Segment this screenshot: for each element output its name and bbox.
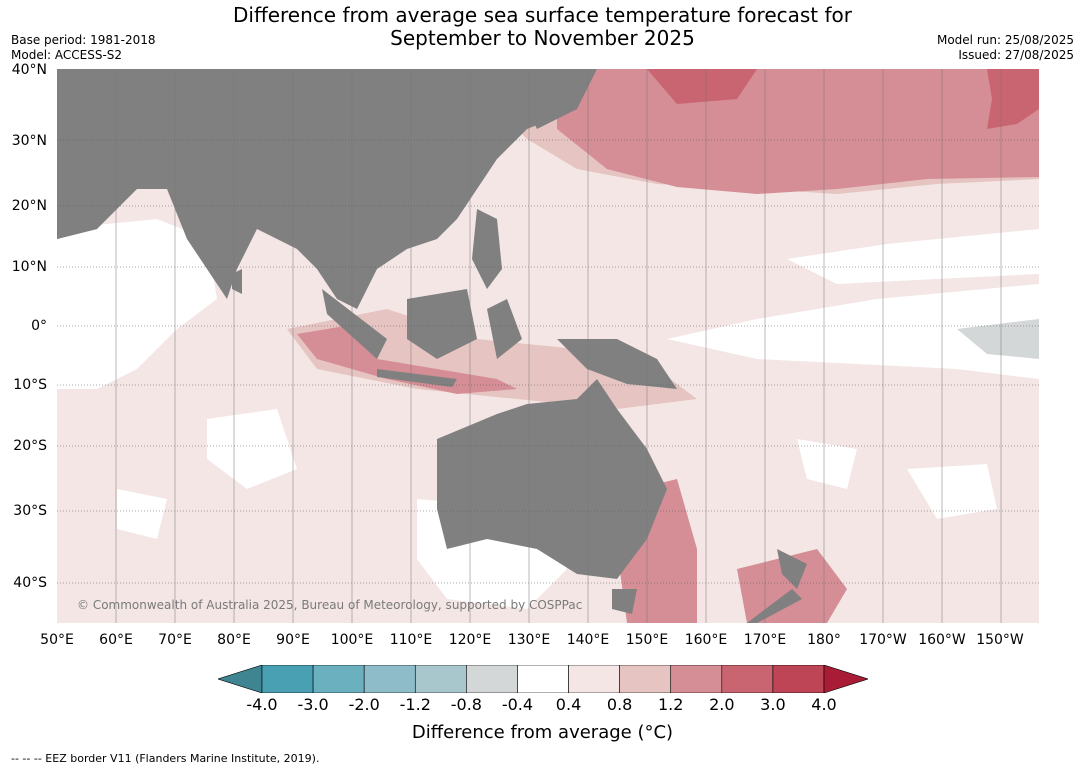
lon-tick-70e: 70°E bbox=[158, 632, 192, 648]
land-australia bbox=[437, 379, 667, 579]
colorbar-segment bbox=[414, 664, 467, 694]
land-masses bbox=[57, 69, 807, 623]
lon-tick-150w: 150°W bbox=[976, 632, 1024, 648]
land-japan bbox=[517, 79, 577, 129]
issued-date: Issued: 27/08/2025 bbox=[958, 48, 1074, 62]
anomaly-band-indian-white bbox=[57, 219, 217, 389]
colorbar-tick-label: 0.8 bbox=[606, 695, 633, 714]
colorbar-title: Difference from average (°C) bbox=[411, 722, 674, 743]
lon-tick-60e: 60°E bbox=[99, 632, 133, 648]
lat-tick-10n: 10°N bbox=[11, 259, 47, 275]
colorbar-tick-label: 0.4 bbox=[555, 695, 582, 714]
colorbar-segment bbox=[312, 664, 365, 694]
lon-tick-160w: 160°W bbox=[918, 632, 966, 648]
colorbar-segment bbox=[363, 664, 416, 694]
lon-tick-160e: 160°E bbox=[684, 632, 728, 648]
land-asia bbox=[57, 69, 597, 309]
eez-footnote: -- -- -- EEZ border V11 (Flanders Marine… bbox=[11, 752, 320, 765]
lat-tick-10s: 10°S bbox=[13, 377, 47, 393]
base-period: Base period: 1981-2018 bbox=[11, 33, 156, 47]
meta-left: Base period: 1981-2018 Model: ACCESS-S2 bbox=[11, 33, 156, 63]
model-run: Model run: 25/08/2025 bbox=[936, 33, 1074, 47]
anomaly-band-southeast-white bbox=[797, 439, 997, 519]
meridians bbox=[115, 69, 1002, 623]
colorbar-segment bbox=[517, 664, 569, 694]
sst-anomaly-map bbox=[57, 69, 1039, 623]
colorbar-segment bbox=[568, 664, 620, 694]
anomaly-band-equatorial-tongue bbox=[667, 284, 1039, 379]
colorbar-extend-low bbox=[217, 664, 263, 694]
colorbar-tick-label: 2.0 bbox=[709, 695, 735, 714]
lon-tick-170w: 170°W bbox=[859, 632, 907, 648]
colorbar bbox=[217, 664, 869, 694]
colorbar-tick-label: -0.4 bbox=[501, 695, 534, 714]
land-philippines bbox=[472, 209, 502, 289]
lat-tick-30n: 30°N bbox=[11, 133, 47, 149]
title-line-1: Difference from average sea surface temp… bbox=[232, 3, 852, 27]
lon-tick-100e: 100°E bbox=[330, 632, 374, 648]
land-new-zealand-south bbox=[747, 589, 802, 623]
colorbar-tick-label: 1.2 bbox=[657, 695, 684, 714]
lon-tick-50e: 50°E bbox=[40, 632, 74, 648]
lon-tick-90e: 90°E bbox=[276, 632, 310, 648]
anomaly-band-north-pacific-max bbox=[647, 69, 1039, 129]
colorbar-segment bbox=[619, 664, 672, 694]
lon-tick-120e: 120°E bbox=[448, 632, 492, 648]
model-name: Model: ACCESS-S2 bbox=[11, 48, 123, 62]
map-credit: © Commonwealth of Australia 2025, Bureau… bbox=[77, 598, 583, 612]
lon-tick-150e: 150°E bbox=[625, 632, 669, 648]
colorbar-svg bbox=[217, 664, 869, 694]
land-new-zealand-north bbox=[777, 549, 807, 589]
colorbar-tick-label: -0.8 bbox=[450, 695, 482, 714]
lat-tick-40s: 40°S bbox=[13, 575, 47, 591]
colorbar-segment bbox=[466, 664, 518, 694]
lat-tick-40n: 40°N bbox=[11, 62, 47, 78]
anomaly-band-cool-patch bbox=[957, 319, 1039, 359]
lon-tick-170e: 170°E bbox=[743, 632, 787, 648]
colorbar-tick-label: -4.0 bbox=[246, 695, 278, 714]
land-sri-lanka bbox=[232, 269, 242, 294]
colorbar-segment bbox=[261, 664, 314, 694]
anomaly-band-nz bbox=[737, 549, 847, 623]
lon-tick-180: 180° bbox=[807, 632, 841, 648]
land-borneo bbox=[407, 289, 477, 359]
colorbar-tick-label: 4.0 bbox=[811, 695, 837, 714]
lon-tick-80e: 80°E bbox=[217, 632, 251, 648]
map-svg bbox=[57, 69, 1039, 623]
colorbar-segment bbox=[670, 664, 723, 694]
colorbar-segment bbox=[721, 664, 774, 694]
colorbar-tick-label: 3.0 bbox=[760, 695, 786, 714]
lat-tick-20s: 20°S bbox=[13, 438, 47, 454]
lon-tick-130e: 130°E bbox=[507, 632, 551, 648]
land-sulawesi bbox=[487, 299, 522, 359]
anomaly-band-north-white bbox=[787, 229, 1039, 284]
colorbar-segment bbox=[772, 664, 825, 694]
lon-tick-140e: 140°E bbox=[566, 632, 610, 648]
land-java bbox=[377, 369, 457, 387]
land-arabia bbox=[57, 159, 107, 239]
title-line-2: September to November 2025 bbox=[390, 26, 695, 50]
lon-tick-110e: 110°E bbox=[389, 632, 433, 648]
meta-right: Model run: 25/08/2025 Issued: 27/08/2025 bbox=[937, 33, 1074, 63]
colorbar-extend-high bbox=[823, 664, 869, 694]
colorbar-tick-label: -3.0 bbox=[297, 695, 329, 714]
lat-tick-20n: 20°N bbox=[11, 198, 47, 214]
anomaly-band-southwest-white bbox=[117, 409, 297, 539]
lat-tick-0: 0° bbox=[31, 318, 47, 334]
colorbar-tick-label: -2.0 bbox=[348, 695, 380, 714]
colorbar-tick-label: -1.2 bbox=[399, 695, 431, 714]
land-sumatra bbox=[322, 289, 387, 359]
map-title: Difference from average sea surface temp… bbox=[0, 4, 1085, 50]
land-tasmania bbox=[612, 589, 637, 614]
lat-tick-30s: 30°S bbox=[13, 503, 47, 519]
